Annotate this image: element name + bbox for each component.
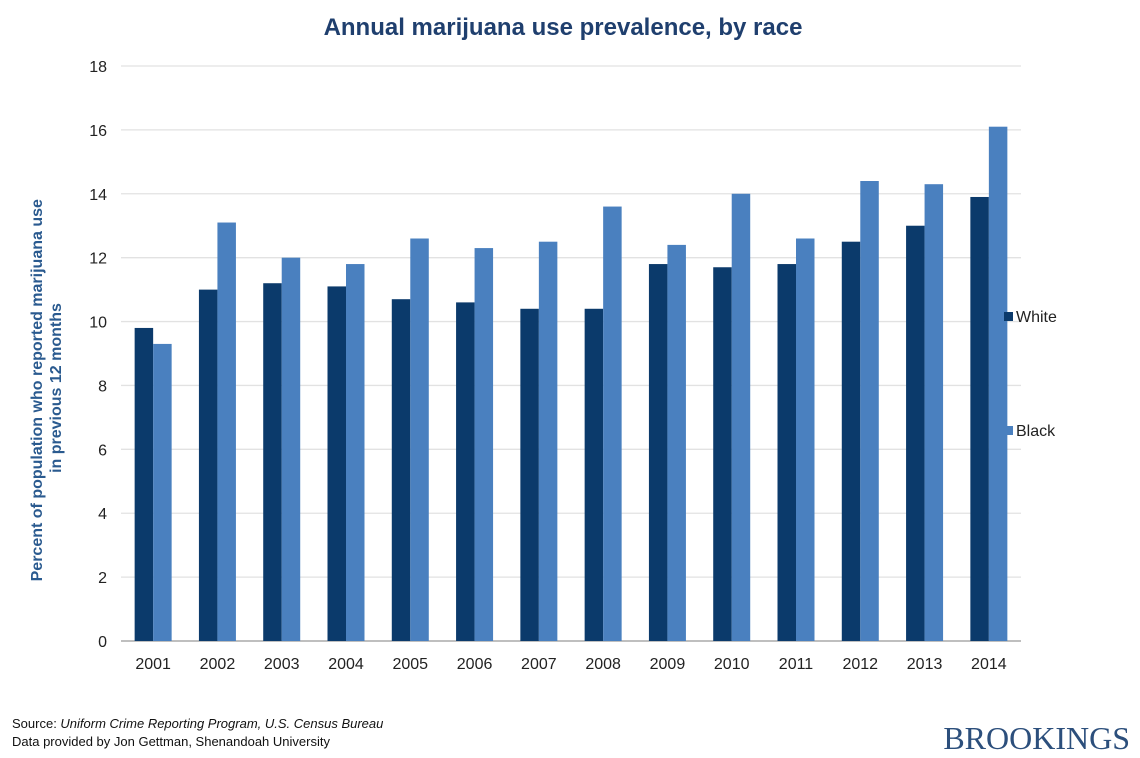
source-prefix: Source:	[12, 716, 61, 731]
legend-swatch-black	[1004, 426, 1013, 435]
bar-black-2010	[731, 193, 751, 641]
source-line: Source: Uniform Crime Reporting Program,…	[12, 716, 383, 731]
bar-black-2005	[410, 238, 429, 641]
y-tick-label: 16	[89, 123, 107, 140]
bar-white-2013	[906, 225, 925, 641]
bar-white-2007	[520, 308, 539, 641]
y-tick-label: 10	[89, 315, 107, 332]
bar-white-2004	[327, 286, 346, 641]
x-tick-label: 2001	[135, 656, 171, 673]
bar-white-2008	[584, 308, 604, 641]
bar-black-2001	[153, 343, 172, 641]
bar-black-2012	[860, 181, 879, 641]
bar-chart: Annual marijuana use prevalence, by race…	[29, 14, 1057, 673]
bar-black-2009	[667, 244, 686, 641]
bar-black-2006	[474, 248, 494, 642]
bars	[134, 126, 1008, 642]
legend: White Black	[1004, 309, 1057, 440]
bar-white-2010	[713, 267, 732, 641]
x-tick-label: 2003	[264, 656, 300, 673]
x-axis-ticks: 2001 2002 2003 2004 2005 2006 2007 2008 2009 2010…	[135, 656, 1006, 673]
legend-swatch-white	[1004, 312, 1013, 321]
chart-title: Annual marijuana use prevalence, by race	[324, 14, 803, 41]
x-tick-label: 2014	[971, 656, 1007, 673]
bar-white-2012	[841, 241, 861, 641]
x-tick-label: 2010	[714, 656, 750, 673]
legend-label-black: Black	[1016, 423, 1056, 440]
x-tick-label: 2012	[842, 656, 878, 673]
x-tick-label: 2006	[457, 656, 493, 673]
x-tick-label: 2008	[585, 656, 621, 673]
bar-black-2003	[281, 257, 301, 641]
y-axis-label-line-2: in previous 12 months	[48, 303, 65, 473]
bar-black-2013	[924, 184, 944, 641]
data-provided-by: Data provided by Jon Gettman, Shenandoah…	[12, 734, 330, 749]
bar-black-2014	[988, 126, 1008, 641]
x-tick-label: 2011	[779, 656, 814, 673]
bar-black-2002	[217, 222, 236, 641]
bar-black-2008	[603, 206, 622, 642]
y-axis-ticks: 0 2 4 6 8 10 12 14 16 18	[89, 59, 107, 651]
bar-white-2005	[391, 299, 411, 641]
bar-white-2002	[198, 289, 218, 641]
brookings-logo: BROOKINGS	[943, 720, 1130, 756]
x-tick-label: 2002	[200, 656, 236, 673]
x-tick-label: 2013	[907, 656, 943, 673]
x-tick-label: 2009	[650, 656, 686, 673]
y-tick-label: 14	[89, 187, 107, 204]
y-tick-label: 12	[89, 251, 107, 268]
gridlines	[121, 65, 1021, 642]
y-axis-label-line-1: Percent of population who reported marij…	[29, 199, 46, 581]
bar-white-2011	[777, 264, 796, 641]
bar-white-2009	[648, 264, 668, 641]
y-tick-label: 18	[89, 59, 107, 76]
x-tick-label: 2005	[392, 656, 428, 673]
bar-white-2006	[456, 302, 475, 641]
bar-black-2011	[796, 238, 815, 641]
y-tick-label: 4	[98, 506, 107, 523]
bar-white-2003	[263, 283, 282, 641]
bar-black-2007	[538, 241, 558, 641]
y-tick-label: 2	[98, 570, 107, 587]
y-axis-label: Percent of population who reported marij…	[29, 195, 65, 582]
bar-white-2014	[970, 196, 989, 641]
y-tick-label: 6	[98, 442, 107, 459]
y-tick-label: 8	[98, 378, 107, 395]
bar-white-2001	[134, 327, 154, 641]
x-tick-label: 2004	[328, 656, 364, 673]
source-text: Uniform Crime Reporting Program, U.S. Ce…	[60, 716, 384, 731]
legend-label-white: White	[1016, 309, 1057, 326]
bar-black-2004	[346, 264, 365, 641]
y-tick-label: 0	[98, 634, 107, 651]
x-tick-label: 2007	[521, 656, 557, 673]
